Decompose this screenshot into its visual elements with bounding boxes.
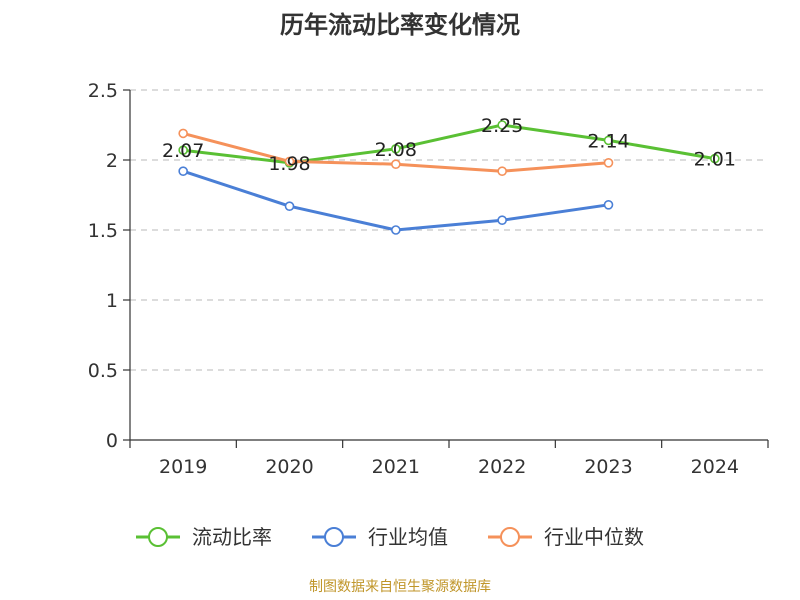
data-label: 2.08 [375,139,417,161]
series-line [181,169,610,232]
y-tick-label: 1 [106,290,118,312]
series-point [391,225,401,235]
x-tick-label: 2023 [584,456,632,478]
data-label: 2.01 [694,149,736,171]
x-tick-label: 2022 [478,456,526,478]
x-tick-label: 2024 [691,456,739,478]
series-point [178,145,188,155]
legend-swatch-marker [324,527,344,547]
x-tick-label: 2020 [265,456,313,478]
data-label: 1.98 [268,153,310,175]
legend-label: 行业均值 [368,525,448,549]
series-lines [178,120,720,235]
chart-title: 历年流动比率变化情况 [280,11,520,39]
data-label: 2.25 [481,115,523,137]
legend-swatch-marker [148,527,168,547]
series-line [181,123,717,165]
series-point [391,159,401,169]
x-tick-label: 2021 [372,456,420,478]
series-point [497,120,507,130]
series-point [710,153,720,164]
source-note: 制图数据来自恒生聚源数据库 [309,579,491,595]
series-point [603,158,614,168]
y-tick-label: 1.5 [88,220,118,242]
legend-swatch-marker [500,527,520,547]
data-labels: 2.07 1.98 2.08 2.25 2.14 2.01 [162,115,736,175]
data-label: 2.07 [162,140,204,162]
legend-label: 行业中位数 [544,525,644,549]
series-point [497,215,507,225]
series-point [178,128,188,139]
series-point [497,166,507,176]
series-point [603,200,614,210]
series-point [391,144,401,154]
legend: 流动比率 行业均值 行业中位数 [136,525,644,549]
series-point [603,135,614,146]
y-tick-label: 2.5 [88,80,118,102]
series-point [178,166,188,176]
legend-label: 流动比率 [192,525,272,549]
grid-lines [130,89,768,371]
series-point [284,201,295,211]
y-tick-label: 0.5 [88,360,118,382]
y-tick-label: 2 [106,150,118,172]
data-label: 2.14 [587,130,629,152]
axes: 0 0.5 1 1.5 2 2.5 2019 2020 2021 2022 2023 2024 [88,80,769,478]
y-tick-label: 0 [106,430,118,452]
x-tick-label: 2019 [159,456,207,478]
series-point [284,156,295,167]
